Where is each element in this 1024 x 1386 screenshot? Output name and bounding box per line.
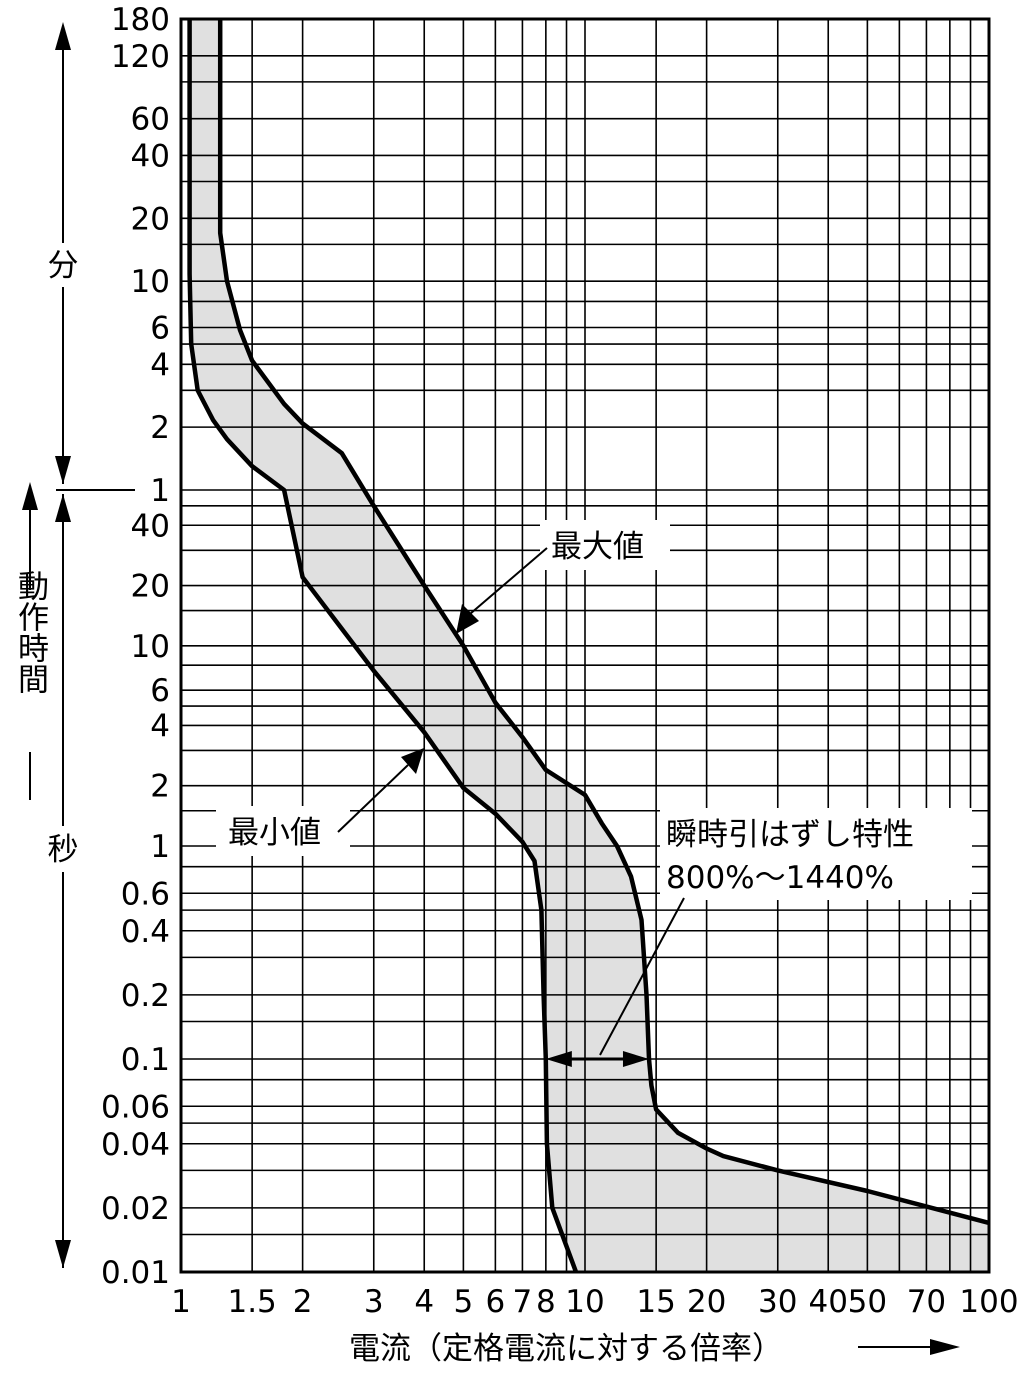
y-axis-annotations: 分 秒 動作時間	[12, 22, 135, 1268]
y-tick-label: 20	[131, 201, 170, 237]
y-tick-label: 0.1	[121, 1042, 170, 1078]
min-curve-label: 最小値	[228, 815, 321, 851]
y-tick-label: 0.6	[121, 876, 170, 912]
y-tick-label: 40	[131, 138, 170, 174]
grid-layer	[181, 18, 989, 1272]
x-tick-label: 5	[454, 1284, 474, 1320]
operating-time-label: 動作時間	[12, 570, 48, 694]
seconds-range-arrow-top	[55, 494, 71, 522]
instant-trip-leader	[599, 897, 685, 1056]
x-tick-label: 3	[364, 1284, 384, 1320]
y-tick-label: 4	[150, 347, 170, 383]
y-tick-label: 4	[150, 708, 170, 744]
x-tick-label: 4	[414, 1284, 434, 1320]
y-tick-label: 180	[111, 2, 170, 38]
min-leader-arrow	[401, 748, 424, 774]
max-leader-arrow	[456, 604, 479, 634]
y-tick-label: 0.01	[101, 1255, 170, 1291]
x-tick-label: 7	[513, 1284, 533, 1320]
operating-time-arrow	[22, 482, 38, 510]
x-tick-label: 70	[907, 1284, 946, 1320]
y-tick-label: 1	[150, 473, 170, 509]
y-tick-label: 10	[131, 264, 170, 300]
x-tick-label: 8	[536, 1284, 556, 1320]
y-tick-label: 6	[150, 673, 170, 709]
y-tick-label: 40	[131, 508, 170, 544]
y-tick-label: 10	[131, 629, 170, 665]
y-tick-label: 1	[150, 829, 170, 865]
instant-trip-annotation: 瞬時引はずし特性 800%〜1440%	[545, 808, 972, 1067]
x-tick-label: 1.5	[227, 1284, 276, 1320]
instant-trip-title: 瞬時引はずし特性	[666, 817, 914, 853]
min-annotation: 最小値	[216, 748, 424, 856]
max-curve-label: 最大値	[551, 529, 644, 565]
x-tick-labels: 1 1.5 2 3 4 5 6 7 8 10 15 20 30 40 50 70 100	[171, 1284, 1018, 1320]
x-tick-label: 50	[848, 1284, 887, 1320]
y-tick-label: 0.04	[101, 1127, 170, 1163]
y-tick-label: 2	[150, 410, 170, 446]
max-annotation: 最大値	[456, 520, 670, 634]
min-leader-line	[337, 764, 409, 833]
x-tick-label: 40	[809, 1284, 848, 1320]
curve-layer	[187, 19, 990, 1273]
y-tick-label: 6	[150, 310, 170, 346]
y-tick-label: 2	[150, 769, 170, 805]
instant-trip-span-arrow-left	[545, 1051, 572, 1067]
seconds-range-label: 秒	[48, 832, 79, 868]
x-tick-label: 10	[565, 1284, 604, 1320]
x-tick-label: 20	[687, 1284, 726, 1320]
x-tick-label: 2	[293, 1284, 313, 1320]
seconds-range-arrow-bottom	[55, 1240, 71, 1268]
x-axis-title: 電流（定格電流に対する倍率）	[349, 1331, 960, 1367]
x-axis-arrow-head	[930, 1339, 960, 1355]
minutes-range-arrow-bottom	[55, 456, 71, 484]
plot-frame	[179, 17, 991, 1274]
y-tick-label: 60	[131, 102, 170, 138]
y-tick-labels: 18012060402010642140201064210.60.40.20.1…	[101, 2, 170, 1291]
instant-trip-span-arrow-right	[622, 1051, 649, 1067]
y-tick-label: 0.02	[101, 1191, 170, 1227]
min-curve	[187, 19, 579, 1273]
x-tick-label: 1	[171, 1284, 191, 1320]
y-tick-label: 20	[131, 569, 170, 605]
y-tick-label: 0.06	[101, 1089, 170, 1125]
y-tick-label: 0.2	[121, 978, 170, 1014]
x-axis-label: 電流（定格電流に対する倍率）	[349, 1331, 783, 1367]
x-tick-label: 6	[486, 1284, 506, 1320]
y-tick-label: 120	[111, 39, 170, 75]
x-tick-label: 100	[959, 1284, 1018, 1320]
max-leader-line	[469, 547, 548, 615]
y-tick-label: 0.4	[121, 914, 170, 950]
minutes-range-label: 分	[48, 248, 79, 284]
max-curve	[217, 19, 990, 1226]
instant-trip-range: 800%〜1440%	[666, 860, 894, 896]
x-tick-label: 30	[758, 1284, 797, 1320]
minutes-range-arrow-top	[55, 22, 71, 50]
x-tick-label: 15	[636, 1284, 675, 1320]
